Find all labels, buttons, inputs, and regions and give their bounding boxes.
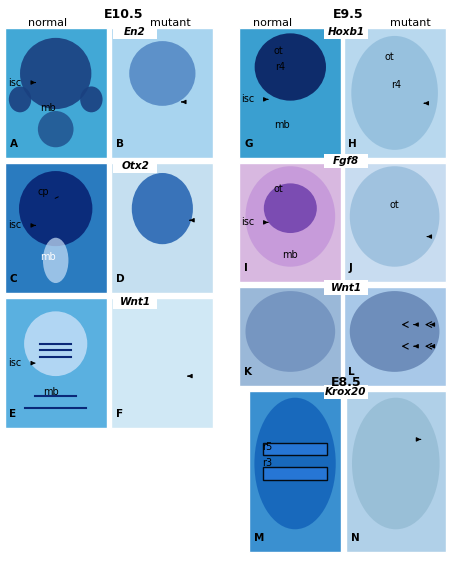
Text: isc: isc [241, 217, 254, 227]
Text: mutant: mutant [150, 17, 191, 28]
Text: Otx2: Otx2 [121, 161, 149, 171]
Text: mb: mb [274, 120, 290, 130]
Text: r4: r4 [392, 80, 401, 90]
Text: mb: mb [40, 104, 55, 113]
Text: E8.5: E8.5 [331, 376, 361, 390]
Ellipse shape [350, 166, 439, 267]
Text: En2: En2 [124, 26, 146, 37]
Text: ot: ot [273, 47, 283, 56]
FancyBboxPatch shape [324, 385, 368, 399]
Ellipse shape [255, 397, 336, 529]
FancyBboxPatch shape [113, 24, 157, 39]
Text: normal: normal [28, 17, 67, 28]
Text: A: A [9, 139, 18, 149]
Text: isc: isc [9, 358, 21, 368]
Ellipse shape [20, 38, 91, 109]
Ellipse shape [351, 36, 438, 150]
FancyBboxPatch shape [324, 154, 368, 168]
FancyBboxPatch shape [324, 280, 368, 295]
Text: isc: isc [241, 95, 254, 104]
FancyBboxPatch shape [113, 294, 157, 309]
FancyBboxPatch shape [344, 28, 446, 158]
Text: mb: mb [283, 251, 298, 261]
FancyBboxPatch shape [111, 28, 213, 158]
Text: ot: ot [273, 184, 283, 194]
Ellipse shape [264, 184, 317, 233]
Ellipse shape [129, 41, 195, 106]
Text: E9.5: E9.5 [333, 7, 364, 21]
Text: G: G [244, 139, 253, 149]
Text: cp: cp [37, 187, 49, 196]
FancyBboxPatch shape [344, 287, 446, 386]
FancyBboxPatch shape [111, 298, 213, 428]
Ellipse shape [255, 33, 326, 101]
Text: D: D [116, 274, 125, 284]
Text: normal: normal [253, 17, 292, 28]
Text: L: L [348, 367, 355, 377]
FancyBboxPatch shape [239, 163, 341, 282]
Text: H: H [348, 139, 357, 149]
Text: Wnt1: Wnt1 [119, 297, 151, 307]
Text: r3: r3 [262, 458, 273, 468]
Ellipse shape [9, 86, 31, 113]
Text: ot: ot [384, 52, 394, 61]
FancyBboxPatch shape [5, 28, 107, 158]
FancyBboxPatch shape [239, 28, 341, 158]
Text: B: B [116, 139, 124, 149]
Ellipse shape [38, 111, 73, 148]
Ellipse shape [246, 166, 335, 267]
Text: isc: isc [9, 221, 21, 230]
Text: I: I [244, 263, 248, 273]
Text: Hoxb1: Hoxb1 [328, 26, 365, 37]
FancyBboxPatch shape [113, 159, 157, 173]
FancyBboxPatch shape [324, 24, 368, 39]
Text: Krox20: Krox20 [325, 387, 367, 397]
Ellipse shape [19, 171, 92, 246]
Ellipse shape [43, 238, 68, 283]
Text: Wnt1: Wnt1 [330, 283, 362, 293]
Text: J: J [348, 263, 352, 273]
Ellipse shape [24, 311, 87, 376]
Text: ot: ot [390, 200, 400, 209]
Text: M: M [254, 533, 264, 543]
Ellipse shape [352, 397, 439, 529]
FancyBboxPatch shape [344, 163, 446, 282]
Text: E10.5: E10.5 [103, 7, 143, 21]
FancyBboxPatch shape [111, 163, 213, 293]
FancyBboxPatch shape [346, 391, 446, 552]
FancyBboxPatch shape [263, 467, 328, 480]
Text: isc: isc [9, 78, 21, 87]
Text: mutant: mutant [390, 17, 430, 28]
Text: mb: mb [43, 387, 58, 396]
FancyBboxPatch shape [5, 163, 107, 293]
Ellipse shape [80, 86, 102, 113]
Text: Fgf8: Fgf8 [333, 156, 359, 166]
Text: mb: mb [40, 252, 55, 261]
Ellipse shape [132, 173, 193, 244]
FancyBboxPatch shape [249, 391, 341, 552]
FancyBboxPatch shape [5, 298, 107, 428]
Text: F: F [116, 409, 123, 419]
Text: K: K [244, 367, 252, 377]
Text: r5: r5 [262, 443, 273, 453]
Text: E: E [9, 409, 17, 419]
Ellipse shape [246, 291, 335, 372]
Text: C: C [9, 274, 17, 284]
FancyBboxPatch shape [239, 287, 341, 386]
Text: N: N [351, 533, 359, 543]
FancyBboxPatch shape [263, 443, 328, 455]
Ellipse shape [350, 291, 439, 372]
Text: r4: r4 [275, 62, 285, 72]
